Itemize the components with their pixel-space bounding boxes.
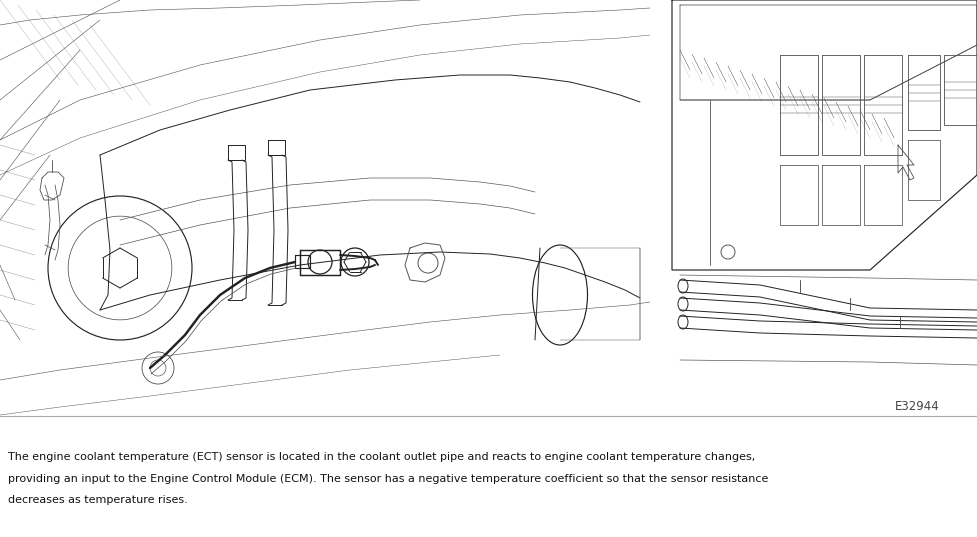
Text: E32944: E32944	[895, 401, 940, 413]
Text: providing an input to the Engine Control Module (ECM). The sensor has a negative: providing an input to the Engine Control…	[8, 474, 768, 484]
Text: decreases as temperature rises.: decreases as temperature rises.	[8, 495, 188, 505]
Text: The engine coolant temperature (ECT) sensor is located in the coolant outlet pip: The engine coolant temperature (ECT) sen…	[8, 452, 755, 462]
